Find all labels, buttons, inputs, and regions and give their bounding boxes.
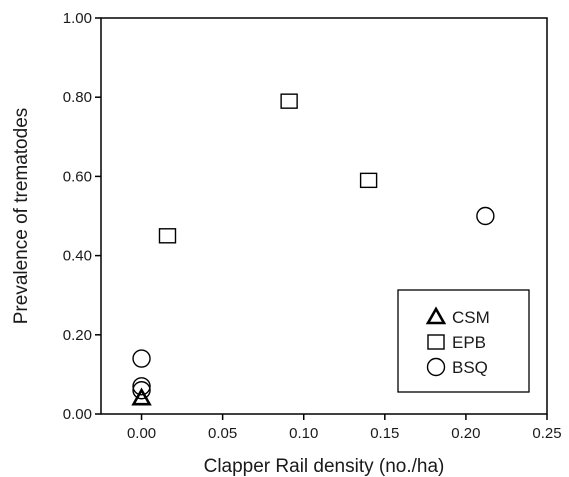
x-tick-label: 0.05 (208, 425, 237, 442)
data-point-epb (158, 228, 177, 244)
legend-label-epb: EPB (452, 333, 486, 352)
x-tick-label: 0.00 (127, 425, 156, 442)
legend-box (397, 289, 530, 393)
y-tick-label: 0.60 (63, 168, 92, 185)
data-point-epb (280, 93, 298, 109)
x-tick-label: 0.25 (532, 425, 561, 442)
legend-marker-bsq (426, 357, 446, 377)
legend-label-csm: CSM (452, 308, 490, 327)
y-tick-label: 0.20 (63, 327, 92, 344)
y-tick-label: 0.40 (63, 248, 92, 265)
y-axis-title: Prevalence of trematodes (11, 108, 32, 325)
data-points (131, 93, 495, 406)
data-point-bsq (132, 377, 151, 396)
x-tick-label: 0.15 (370, 425, 399, 442)
data-point-bsq (132, 349, 151, 368)
legend-label-bsq: BSQ (452, 358, 488, 377)
legend-marker-epb (427, 334, 445, 350)
y-tick-label: 0.80 (63, 89, 92, 106)
data-point-epb (359, 172, 378, 189)
legend: CSM EPB BSQ (397, 289, 530, 393)
axis-ticks: 0.00 0.05 0.10 0.15 0.20 0.25 0.00 0.20 0.40 0.60… (63, 10, 562, 442)
x-tick-label: 0.20 (451, 425, 480, 442)
plot-frame (100, 17, 548, 415)
data-point-bsq (476, 206, 495, 226)
data-point-bsq (132, 381, 151, 400)
x-axis-title: Clapper Rail density (no./ha) (204, 456, 445, 477)
y-tick-label: 0.00 (63, 406, 92, 423)
y-tick-label: 1.00 (63, 10, 92, 27)
x-tick-label: 0.10 (289, 425, 318, 442)
legend-marker-csm (425, 306, 447, 325)
